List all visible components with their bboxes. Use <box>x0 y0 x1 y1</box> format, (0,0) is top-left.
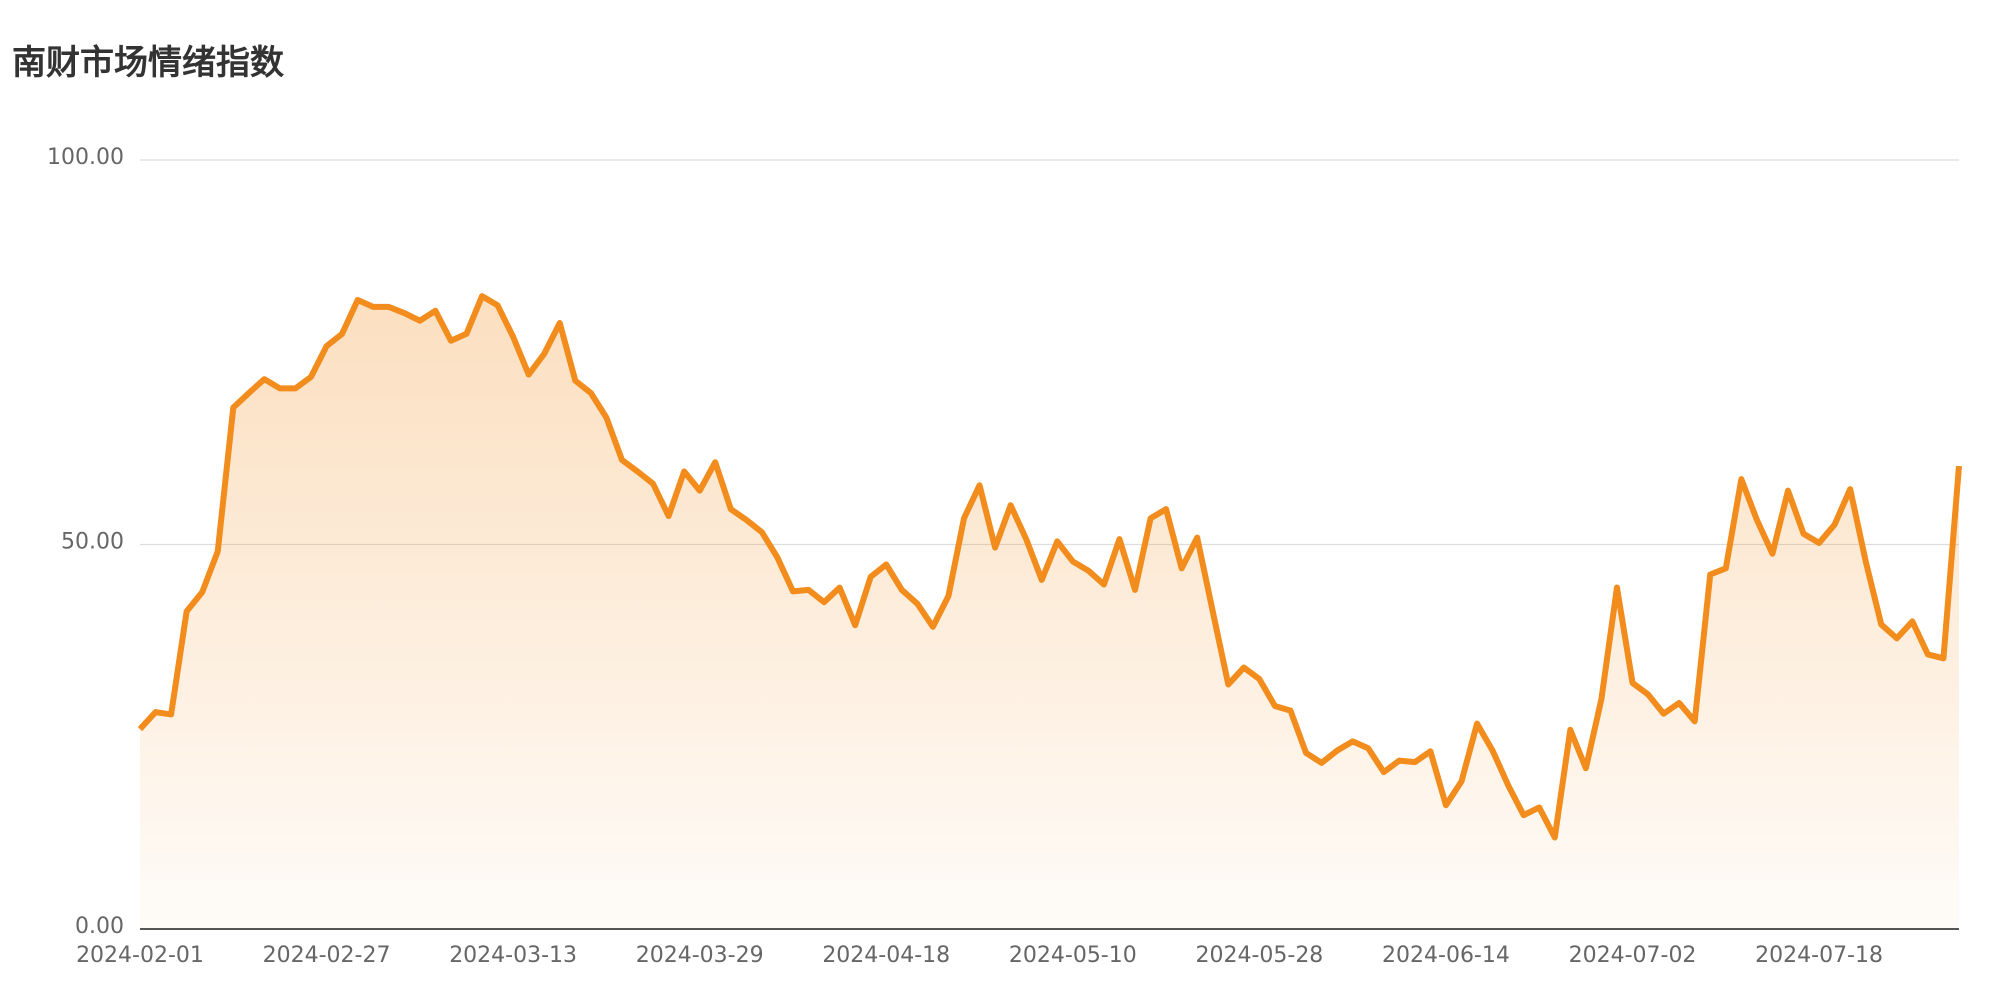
x-tick-label: 2024-03-13 <box>449 943 577 968</box>
x-tick-label: 2024-03-29 <box>636 943 764 968</box>
y-tick-label: 100.00 <box>47 145 124 170</box>
x-tick-label: 2024-07-18 <box>1755 943 1883 968</box>
area <box>140 296 1959 929</box>
chart-title: 南财市场情绪指数 <box>12 43 284 83</box>
y-tick-label: 50.00 <box>61 530 124 555</box>
x-tick-label: 2024-02-27 <box>263 943 391 968</box>
line <box>137 293 1962 841</box>
x-tick-label: 2024-02-01 <box>76 943 204 968</box>
x-tick-label: 2024-05-28 <box>1195 943 1323 968</box>
x-tick-label: 2024-06-14 <box>1382 943 1510 968</box>
y-tick-label: 0.00 <box>75 914 124 939</box>
x-tick-label: 2024-04-18 <box>822 943 950 968</box>
x-tick-label: 2024-05-10 <box>1009 943 1137 968</box>
x-tick-label: 2024-07-02 <box>1569 943 1697 968</box>
